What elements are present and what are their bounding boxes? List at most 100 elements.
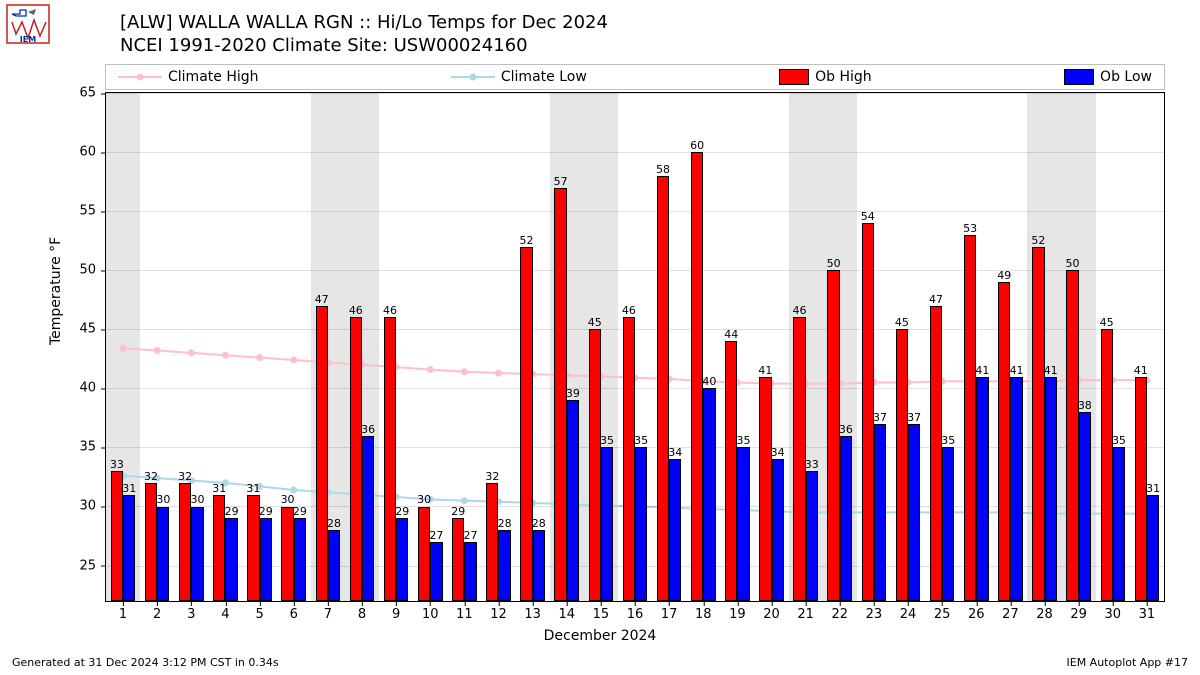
x-axis-label: December 2024 [544, 628, 657, 644]
ob-high-bar-label: 53 [963, 222, 977, 235]
ob-high-bar [793, 317, 805, 601]
x-tick: 17 [661, 601, 678, 622]
x-tick: 29 [1070, 601, 1087, 622]
svg-text:IEM: IEM [20, 35, 36, 44]
ob-high-bar-label: 44 [724, 328, 738, 341]
ob-high-bar-label: 46 [349, 304, 363, 317]
ob-high-bar [896, 329, 908, 601]
ob-low-bar-label: 36 [839, 423, 853, 436]
ob-high-bar [1032, 247, 1044, 601]
footer-generated: Generated at 31 Dec 2024 3:12 PM CST in … [12, 656, 279, 669]
x-tick: 16 [627, 601, 644, 622]
ob-high-bar [111, 471, 123, 601]
ob-high-bar-label: 50 [1066, 257, 1080, 270]
x-tick: 24 [900, 601, 917, 622]
ob-low-bar-label: 39 [566, 387, 580, 400]
ob-high-bar [998, 282, 1010, 601]
ob-low-bar [806, 471, 818, 601]
ob-high-bar [827, 270, 839, 601]
x-tick: 12 [490, 601, 507, 622]
x-tick: 26 [968, 601, 985, 622]
ob-low-bar-label: 35 [941, 434, 955, 447]
climate-low-line-marker [461, 497, 468, 504]
chart-title: [ALW] WALLA WALLA RGN :: Hi/Lo Temps for… [120, 12, 608, 57]
ob-low-bar-label: 35 [1112, 434, 1126, 447]
y-tick: 35 [79, 440, 106, 455]
ob-low-bar-label: 36 [361, 423, 375, 436]
ob-high-bar [1066, 270, 1078, 601]
x-tick: 1 [119, 601, 127, 622]
y-tick: 50 [79, 263, 106, 278]
title-line-1: [ALW] WALLA WALLA RGN :: Hi/Lo Temps for… [120, 12, 608, 35]
ob-low-bar-label: 29 [395, 505, 409, 518]
x-tick: 21 [797, 601, 814, 622]
ob-high-bar [350, 317, 362, 601]
ob-high-bar [213, 495, 225, 601]
ob-low-bar-label: 31 [122, 482, 136, 495]
climate-high-line-marker [427, 366, 434, 373]
ob-low-bar [601, 447, 613, 601]
ob-low-bar [840, 436, 852, 601]
ob-low-bar [1045, 377, 1057, 601]
ob-high-bar-label: 32 [178, 470, 192, 483]
x-tick: 20 [763, 601, 780, 622]
ob-high-bar-label: 60 [690, 139, 704, 152]
x-tick: 23 [866, 601, 883, 622]
x-tick: 15 [593, 601, 610, 622]
x-tick: 25 [934, 601, 951, 622]
ob-high-bar [316, 306, 328, 601]
ob-high-bar-label: 47 [315, 293, 329, 306]
ob-low-bar-label: 35 [737, 434, 751, 447]
x-tick: 9 [392, 601, 400, 622]
x-tick: 13 [524, 601, 541, 622]
ob-high-bar [418, 507, 430, 602]
ob-high-bar-label: 45 [588, 316, 602, 329]
y-tick: 55 [79, 204, 106, 219]
ob-high-bar [486, 483, 498, 601]
x-tick: 7 [324, 601, 332, 622]
y-tick: 60 [79, 145, 106, 160]
ob-low-bar [976, 377, 988, 601]
legend-climate-low: Climate Low [451, 69, 587, 85]
x-tick: 31 [1139, 601, 1156, 622]
ob-high-bar [964, 235, 976, 601]
ob-low-bar [1147, 495, 1159, 601]
ob-high-bar [1101, 329, 1113, 601]
x-tick: 3 [187, 601, 195, 622]
ob-low-bar-label: 38 [1078, 399, 1092, 412]
ob-low-bar-label: 28 [532, 517, 546, 530]
ob-low-bar-label: 29 [293, 505, 307, 518]
x-tick: 5 [255, 601, 263, 622]
ob-high-bar [759, 377, 771, 601]
ob-low-bar-label: 28 [498, 517, 512, 530]
ob-low-bar [157, 507, 169, 602]
x-tick: 30 [1105, 601, 1122, 622]
ob-low-bar [1113, 447, 1125, 601]
ob-high-bar-label: 30 [417, 493, 431, 506]
ob-high-bar-label: 47 [929, 293, 943, 306]
ob-high-bar-label: 33 [110, 458, 124, 471]
y-tick: 40 [79, 381, 106, 396]
ob-low-bar-label: 30 [156, 493, 170, 506]
ob-low-bar-label: 29 [225, 505, 239, 518]
ob-low-bar-label: 34 [771, 446, 785, 459]
ob-high-bar-label: 32 [144, 470, 158, 483]
ob-high-bar [520, 247, 532, 601]
climate-high-line-marker [154, 347, 161, 354]
ob-low-bar [1010, 377, 1022, 601]
ob-low-bar [123, 495, 135, 601]
ob-low-bar [430, 542, 442, 601]
climate-high-line-marker [290, 356, 297, 363]
ob-high-bar-label: 46 [383, 304, 397, 317]
ob-high-bar [930, 306, 942, 601]
ob-low-bar [942, 447, 954, 601]
ob-high-bar [1135, 377, 1147, 601]
footer-app: IEM Autoplot App #17 [1067, 656, 1189, 669]
ob-high-bar-label: 41 [1134, 364, 1148, 377]
ob-high-bar-label: 45 [1100, 316, 1114, 329]
climate-high-line-marker [222, 352, 229, 359]
ob-low-bar [908, 424, 920, 601]
ob-high-bar [657, 176, 669, 601]
plot-area: 2530354045505560651234567891011121314151… [105, 92, 1165, 602]
ob-low-bar [1079, 412, 1091, 601]
